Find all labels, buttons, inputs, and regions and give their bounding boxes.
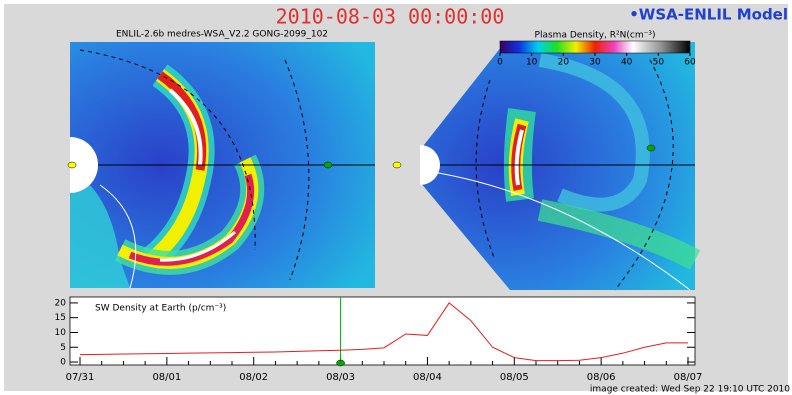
footer: image created: Wed Sep 22 19:10 UTC 2010 [590,385,790,395]
model-label: •WSA-ENLIL Model [629,6,788,24]
colorbar-tick-label: 30 [589,58,601,68]
colorbar-tick-label: 0 [497,58,503,68]
x-tick-label: 08/02 [239,372,268,383]
x-tick-label: 08/03 [326,372,355,383]
chart-title: SW Density at Earth (p/cm⁻³) [95,304,226,314]
meridional-panel [392,42,701,291]
y-tick-label: 0 [60,358,66,368]
x-tick-label: 08/05 [500,372,529,383]
timestamp: 2010-08-03 00:00:00 [276,5,505,29]
colorbar-tick-label: 40 [621,58,633,68]
colorbar-tick-label: 10 [526,58,538,68]
colorbar-tick-label: 20 [558,58,570,68]
density-line [79,302,688,362]
colorbar-tick-label: 60 [684,58,696,68]
x-tick-label: 08/04 [413,372,442,383]
earth-marker [336,359,345,367]
colorbar-label: Plasma Density, R²N(cm⁻³) [535,31,656,41]
x-tick-label: 08/06 [587,372,616,383]
y-tick-label: 20 [55,298,67,308]
colorbar [499,40,691,54]
y-tick-label: 5 [60,343,66,353]
x-tick-label: 07/31 [66,372,95,383]
run-label: ENLIL-2.6b medres-WSA_V2.2 GONG-2099_102 [116,30,328,40]
ecliptic-panel [67,42,375,289]
y-tick-label: 10 [55,328,67,338]
x-tick-label: 08/07 [674,372,703,383]
y-tick-label: 15 [55,313,66,323]
colorbar-tick-label: 50 [653,58,665,68]
x-tick-label: 08/01 [152,372,181,383]
